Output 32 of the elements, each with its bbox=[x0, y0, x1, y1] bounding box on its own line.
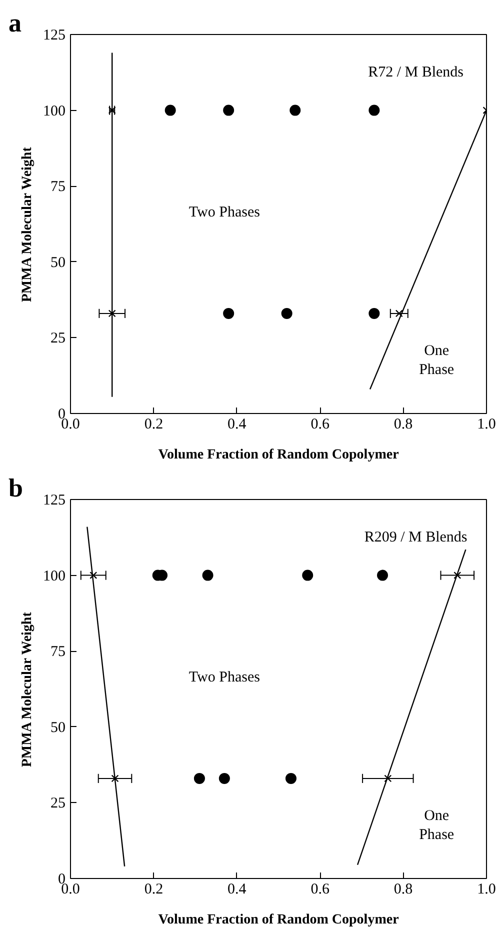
x-tick-label: 0.2 bbox=[144, 882, 164, 898]
x-tick-label: 1.0 bbox=[477, 882, 496, 898]
x-axis-title: Volume Fraction of Random Copolymer bbox=[158, 912, 399, 928]
y-tick-label: 50 bbox=[50, 254, 66, 271]
chart-title: b bbox=[8, 474, 23, 502]
chart-title: a bbox=[8, 8, 22, 38]
x-tick-label: 1.0 bbox=[477, 416, 496, 432]
x-tick-label: 0.2 bbox=[144, 416, 164, 432]
y-tick-label: 50 bbox=[50, 720, 66, 736]
y-tick-label: 125 bbox=[43, 28, 66, 44]
y-axis-title: PMMA Molecular Weight bbox=[20, 612, 35, 768]
annotation: One Phase bbox=[419, 342, 454, 378]
annotation: One Phase bbox=[419, 808, 454, 844]
x-tick-label: 0.4 bbox=[228, 882, 247, 898]
x-tick-label: 0.6 bbox=[310, 416, 330, 432]
x-tick-label: 0.8 bbox=[394, 416, 413, 432]
x-tick-label: 0.8 bbox=[394, 882, 413, 898]
annotation: Two Phases bbox=[188, 204, 260, 221]
y-tick-label: 75 bbox=[50, 644, 66, 660]
y-tick-label: 75 bbox=[50, 179, 66, 196]
annotation: R209 / M Blends bbox=[364, 529, 468, 546]
annotation: Two Phases bbox=[188, 670, 260, 686]
x-tick-label: 0.6 bbox=[310, 882, 330, 898]
y-tick-label: 25 bbox=[50, 796, 66, 812]
x-axis-title: Volume Fraction of Random Copolymer bbox=[158, 448, 399, 462]
y-tick-label: 125 bbox=[43, 492, 66, 508]
y-tick-label: 100 bbox=[43, 568, 66, 584]
y-axis-title: PMMA Molecular Weight bbox=[20, 146, 35, 302]
x-tick-label: 0.4 bbox=[228, 416, 247, 432]
annotation: R72 / M Blends bbox=[368, 64, 464, 80]
y-tick-label: 100 bbox=[43, 103, 66, 120]
y-tick-label: 25 bbox=[50, 330, 66, 347]
